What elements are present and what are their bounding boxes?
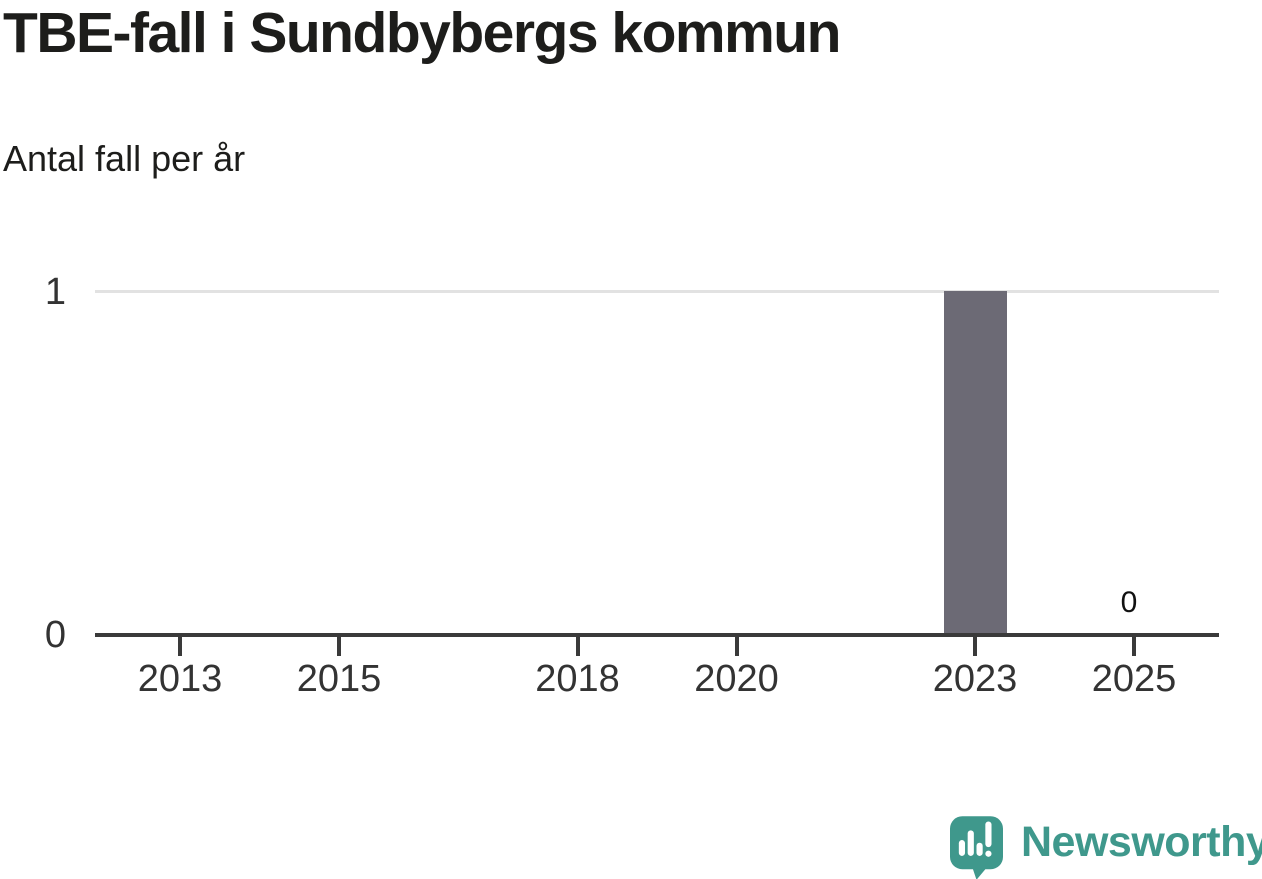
x-tick-2013 [178, 635, 182, 656]
x-tick-label-2015: 2015 [296, 658, 382, 700]
newsworthy-logo-text: Newsworthy [1021, 818, 1262, 866]
x-tick-2020 [734, 635, 739, 656]
newsworthy-logo: Newsworthy [950, 816, 1262, 879]
chart-title: TBE-fall i Sundbybergs kommun [3, 1, 841, 65]
x-tick-2015 [337, 635, 341, 656]
x-tick-2018 [575, 635, 580, 656]
bar-2023 [943, 291, 1007, 635]
x-tick-2023 [973, 635, 977, 656]
latest-value-label: 0 [1120, 586, 1138, 619]
x-tick-label-2013: 2013 [137, 658, 223, 700]
x-tick-label-2025: 2025 [1091, 658, 1177, 700]
x-tick-2025 [1132, 635, 1136, 656]
y-tick-label-1: 1 [44, 271, 66, 313]
y-tick-label-0: 0 [44, 614, 66, 656]
x-tick-label-2020: 2020 [694, 658, 779, 700]
y-gridline [95, 290, 1219, 293]
newsworthy-speech-bubble-chart-icon [950, 816, 1003, 879]
x-tick-label-2018: 2018 [535, 658, 620, 700]
x-tick-label-2023: 2023 [932, 658, 1018, 700]
chart-subtitle: Antal fall per år [3, 138, 246, 179]
x-axis-line [95, 633, 1219, 637]
